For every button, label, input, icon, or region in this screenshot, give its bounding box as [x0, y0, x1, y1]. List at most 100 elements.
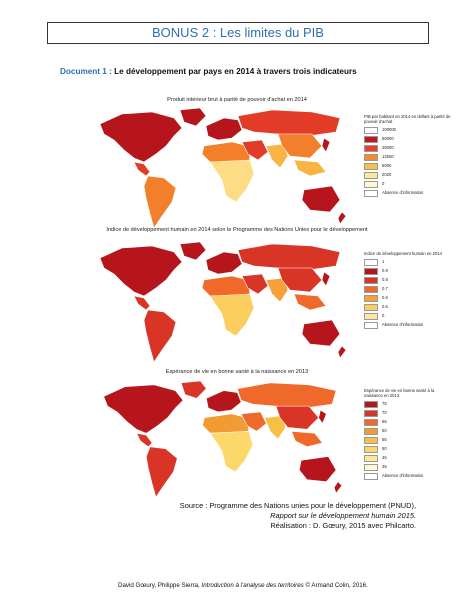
region-new-zealand: [337, 211, 347, 225]
source-note: Source : Programme des Nations unies pou…: [180, 501, 416, 531]
region-europe: [205, 390, 242, 413]
legend-row: 60: [364, 428, 454, 437]
legend-row: 1: [364, 259, 454, 268]
legend-label: 0: [382, 181, 385, 186]
legend-row: 55: [364, 437, 454, 446]
region-sub-saharan-africa: [209, 293, 255, 337]
region-australia: [301, 185, 341, 213]
region-southeast-asia: [291, 430, 324, 448]
region-central-america: [133, 161, 151, 177]
document-title: Le développement par pays en 2014 à trav…: [114, 67, 357, 76]
legend-label: 0.8: [382, 277, 388, 282]
map-gdp-title: Produit intérieur brut à parité de pouvo…: [167, 97, 307, 103]
legend-swatch: [364, 428, 378, 435]
legend-swatch: [364, 154, 378, 161]
source-line-3: Réalisation : D. Gœury, 2015 avec Philca…: [270, 521, 416, 530]
legend-row: Absence d'information: [364, 190, 454, 199]
legend-label: 60: [382, 428, 387, 433]
legend-row: 0.6: [364, 295, 454, 304]
region-russia: [237, 243, 341, 271]
map-hdi: Indice de développement humain en 2014 s…: [0, 227, 474, 367]
legend-swatch: [364, 437, 378, 444]
legend-row: 35: [364, 464, 454, 473]
world-map-hdi: [99, 241, 347, 363]
legend-swatch: [364, 277, 378, 284]
legend-swatch: [364, 410, 378, 417]
legend-row: 100000: [364, 127, 454, 136]
legend-label: 75: [382, 401, 387, 406]
legend-swatch: [364, 473, 378, 480]
legend-row: 45: [364, 455, 454, 464]
map-life-expectancy: Espérance de vie en bonne santé à la nai…: [0, 369, 474, 499]
region-south-asia: [263, 415, 287, 440]
legend-label: 70: [382, 410, 387, 415]
region-north-africa: [202, 413, 250, 434]
region-europe: [205, 117, 243, 141]
legend-label: 5000: [382, 163, 392, 168]
legend-row: 50000: [364, 136, 454, 145]
legend-label: 0.7: [382, 286, 388, 291]
region-australia: [301, 319, 341, 347]
legend-row: 70: [364, 410, 454, 419]
legend-title: PIB par habitant en 2014 en dollars à pa…: [364, 114, 451, 124]
region-north-america: [99, 111, 183, 163]
region-east-asia: [277, 267, 323, 293]
legend-row: 2020: [364, 172, 454, 181]
region-greenland: [180, 380, 207, 399]
legend-swatch: [364, 313, 378, 320]
source-line-2: Rapport sur le développement humain 2015…: [270, 511, 416, 520]
map-life-title: Espérance de vie en bonne santé à la nai…: [165, 369, 309, 375]
footer-book: Introduction à l'analyse des territoires: [201, 582, 304, 589]
region-japan: [321, 137, 331, 153]
legend-swatch: [364, 127, 378, 134]
region-russia: [237, 109, 341, 137]
footer-publisher: © Armand Colin, 2016.: [305, 582, 368, 589]
legend-label: 2020: [382, 172, 392, 177]
region-japan: [318, 409, 327, 425]
legend-row: 50: [364, 446, 454, 455]
legend-label: 100000: [382, 127, 396, 132]
legend-label: 35: [382, 464, 387, 469]
legend-row: 0.8: [364, 277, 454, 286]
page-footer: David Gœury, Philippe Sierra, Introducti…: [118, 582, 368, 589]
world-map-life-expectancy: [103, 380, 343, 498]
legend-row: 75: [364, 401, 454, 410]
legend-label: 1: [382, 259, 385, 264]
region-south-america: [143, 175, 177, 229]
legend-swatch: [364, 163, 378, 170]
legend-swatch: [364, 136, 378, 143]
region-south-asia: [265, 277, 289, 303]
legend-swatch: [364, 259, 378, 266]
source-line-1: Source : Programme des Nations unies pou…: [179, 501, 416, 510]
region-southeast-asia: [293, 293, 327, 311]
legend-label: 50: [382, 446, 387, 451]
region-japan: [321, 271, 331, 287]
legend-row: 5000: [364, 163, 454, 172]
legend-row: 25000: [364, 145, 454, 154]
legend-swatch: [364, 419, 378, 426]
legend-label: 55: [382, 437, 387, 442]
region-central-america: [133, 295, 151, 311]
legend-swatch: [364, 286, 378, 293]
map-hdi-legend: Indice de développement humain en 2014 1…: [364, 251, 454, 331]
region-south-america: [143, 309, 177, 363]
legend-label: 0: [382, 313, 385, 318]
legend-swatch: [364, 455, 378, 462]
region-south-asia: [265, 143, 289, 169]
legend-label: 12500: [382, 154, 394, 159]
region-east-asia: [275, 405, 320, 430]
legend-swatch: [364, 145, 378, 152]
region-central-america: [136, 432, 153, 448]
legend-row: 0: [364, 181, 454, 190]
legend-label: 0.6: [382, 295, 388, 300]
region-middle-east: [241, 139, 269, 161]
document-label: Document 1 :: [60, 67, 112, 76]
region-east-asia: [277, 133, 323, 159]
legend-label: 0.5: [382, 304, 388, 309]
region-north-africa: [201, 141, 251, 163]
legend-label: Absence d'information: [382, 322, 424, 327]
legend-swatch: [364, 295, 378, 302]
page-title: BONUS 2 : Les limites du PIB: [47, 22, 429, 44]
legend-swatch: [364, 464, 378, 471]
legend-label: Absence d'information: [382, 190, 424, 195]
